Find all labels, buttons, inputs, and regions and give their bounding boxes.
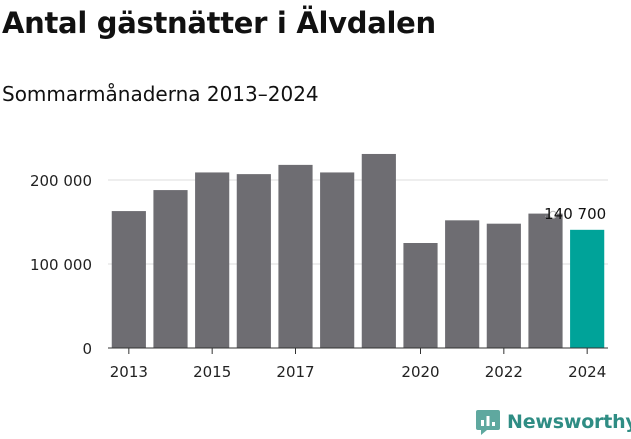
x-tick-label: 2015 <box>193 363 231 381</box>
newsworthy-logo-icon <box>476 410 500 435</box>
bar-2013 <box>111 211 146 348</box>
bar-2024 <box>570 229 605 348</box>
bar-2015 <box>195 172 230 348</box>
newsworthy-logo: Newsworthy <box>475 408 631 436</box>
bar-2017 <box>278 164 313 348</box>
y-tick-label: 200 000 <box>30 172 92 190</box>
bar-2016 <box>236 174 271 348</box>
bar-2023 <box>528 213 563 348</box>
bar-2021 <box>445 220 480 348</box>
x-tick-label: 2013 <box>110 363 148 381</box>
chart-subtitle: Sommarmånaderna 2013–2024 <box>2 82 319 106</box>
x-tick-label: 2017 <box>276 363 314 381</box>
x-tick-label: 2022 <box>485 363 523 381</box>
y-tick-label: 0 <box>82 340 92 358</box>
newsworthy-logo-text: Newsworthy <box>507 411 631 433</box>
x-tick-label: 2024 <box>568 363 606 381</box>
data-label-2024: 140 700 <box>544 205 606 223</box>
bar-2022 <box>486 223 521 348</box>
x-tick-label: 2020 <box>401 363 439 381</box>
annotation-marker <box>549 210 557 219</box>
bar-2014 <box>153 190 188 348</box>
bar-2019 <box>361 153 396 348</box>
bar-chart: 0 100 000 200 000 2013 2015 2017 2020 2022 2024 1… <box>30 153 608 381</box>
chart-title: Antal gästnätter i Älvdalen <box>2 6 436 40</box>
bar-2020 <box>403 243 438 348</box>
y-tick-label: 100 000 <box>30 256 92 274</box>
bar-2018 <box>320 172 355 348</box>
